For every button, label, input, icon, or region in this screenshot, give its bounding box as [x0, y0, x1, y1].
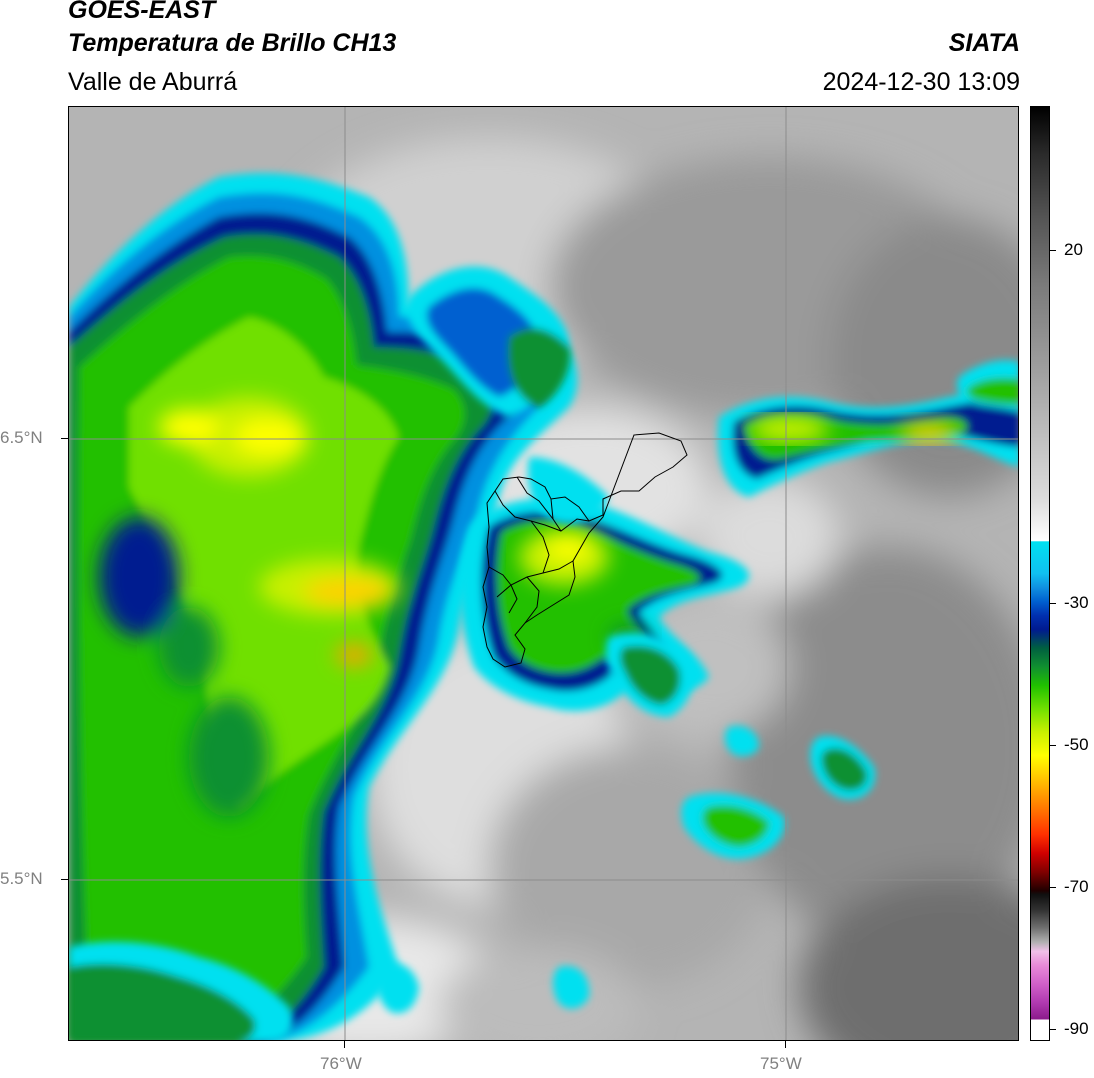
colorbar-label-minus50: -50	[1064, 735, 1089, 754]
north-fragments	[406, 266, 609, 524]
lon-label-76: 76°W	[320, 1054, 362, 1073]
southwest-tail	[69, 941, 590, 1040]
organization-label: SIATA	[948, 29, 1020, 57]
colorbar-tick-minus70	[1050, 887, 1056, 888]
lat-label-5-5: 5.5°N	[0, 869, 43, 888]
lon-tick-76	[344, 1041, 345, 1048]
lat-tick-5-5	[61, 879, 68, 880]
satellite-title: GOES-EAST	[68, 0, 216, 24]
satellite-map[interactable]	[68, 106, 1019, 1041]
region-label: Valle de Aburrá	[68, 68, 238, 96]
southeast-fragments	[605, 633, 875, 859]
colorbar-label-minus90: -90	[1064, 1019, 1089, 1038]
product-title: Temperatura de Brillo CH13	[68, 29, 397, 57]
temperature-colorbar	[1030, 106, 1050, 1041]
lon-tick-75	[785, 1041, 786, 1048]
graticule	[69, 107, 1018, 1040]
timestamp: 2024-12-30 13:09	[822, 68, 1020, 96]
lat-label-6-5: 6.5°N	[0, 428, 43, 447]
colorbar-tick-minus30	[1050, 603, 1056, 604]
map-canvas	[69, 107, 1018, 1040]
colorbar-tick-minus50	[1050, 745, 1056, 746]
colorbar-label-minus30: -30	[1064, 593, 1089, 612]
colorbar-label-20: 20	[1064, 240, 1083, 259]
colorbar-tick-minus90	[1050, 1029, 1056, 1030]
colorbar-tick-20	[1050, 250, 1056, 251]
gray-texture	[239, 137, 1018, 1040]
colorbar-label-minus70: -70	[1064, 877, 1089, 896]
lon-label-75: 75°W	[760, 1054, 802, 1073]
municipal-boundaries	[482, 432, 688, 668]
eastern-band-core	[749, 415, 959, 443]
lat-tick-6-5	[61, 438, 68, 439]
